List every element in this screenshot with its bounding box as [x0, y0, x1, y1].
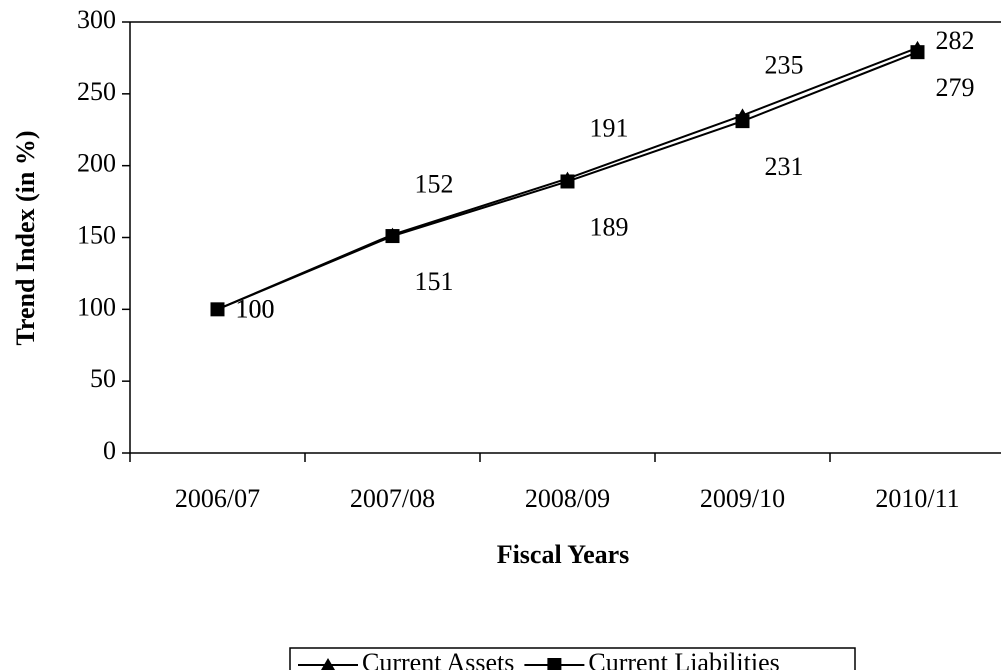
marker [210, 302, 225, 317]
x-tick-label: 2006/07 [175, 484, 260, 513]
y-tick-label: 250 [77, 77, 116, 106]
marker [910, 45, 925, 60]
marker [735, 114, 750, 129]
y-tick-label: 300 [77, 5, 116, 34]
y-tick-label: 0 [103, 436, 116, 465]
x-axis-label: Fiscal Years [497, 540, 630, 569]
marker [547, 658, 562, 670]
data-label: 189 [590, 212, 629, 241]
data-label: 282 [936, 26, 975, 55]
data-label: 152 [415, 170, 454, 199]
y-tick-label: 100 [77, 292, 116, 321]
data-label: 191 [590, 114, 629, 143]
y-tick-label: 50 [90, 364, 116, 393]
legend-label: Current Assets [362, 648, 514, 670]
x-tick-label: 2007/08 [350, 484, 435, 513]
marker [385, 229, 400, 244]
legend: Current Assets Current Liabilities [289, 647, 856, 670]
data-label: 235 [765, 50, 804, 79]
x-tick-label: 2009/10 [700, 484, 785, 513]
legend-box [289, 647, 856, 670]
x-tick-label: 2010/11 [875, 484, 959, 513]
data-label: 151 [415, 267, 454, 296]
x-tick-label: 2008/09 [525, 484, 610, 513]
marker [321, 658, 335, 670]
legend-label: Current Liabilities [588, 648, 779, 670]
y-axis-label: Trend Index (in %) [11, 130, 40, 345]
y-tick-label: 150 [77, 220, 116, 249]
data-label: 231 [765, 152, 804, 181]
marker [560, 174, 575, 189]
y-tick-label: 200 [77, 149, 116, 178]
data-label: 100 [236, 294, 275, 323]
plot-frame [129, 21, 1001, 454]
data-label: 279 [936, 73, 975, 102]
